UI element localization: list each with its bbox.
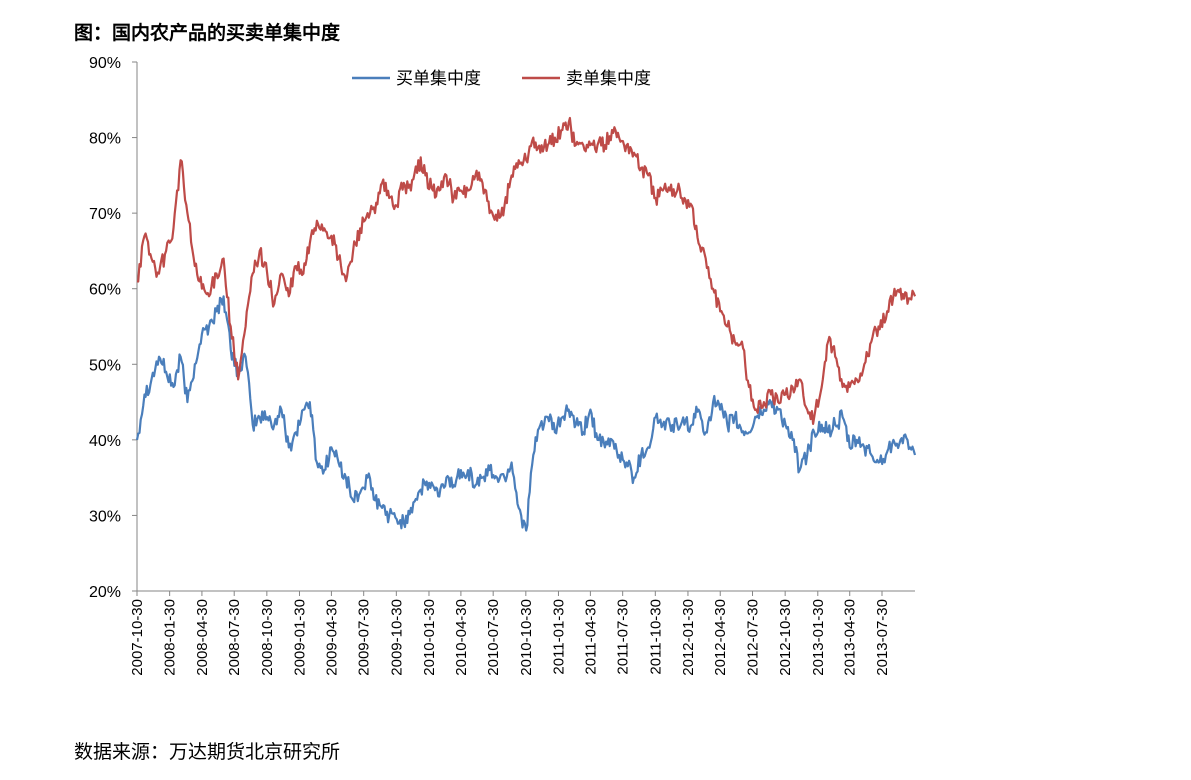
x-tick-label: 2011-07-30: [615, 599, 632, 675]
x-tick-label: 2009-01-30: [291, 599, 308, 676]
axis-layer: [136, 62, 915, 592]
x-tick-label: 2008-04-30: [194, 599, 211, 676]
x-tick-label: 2009-10-30: [388, 599, 405, 676]
x-tick-label: 2013-01-30: [810, 599, 827, 676]
legend-label-2: 卖单集中度: [566, 69, 651, 89]
x-tick-label: 2012-10-30: [777, 599, 794, 676]
legend: 买单集中度 卖单集中度: [352, 69, 651, 89]
x-tick-label: 2009-07-30: [356, 599, 373, 676]
y-tick-label: 80%: [89, 131, 121, 148]
x-tick-label: 2012-04-30: [712, 599, 729, 676]
x-tick-label: 2012-01-30: [680, 599, 697, 676]
x-tick-label: 2012-07-30: [745, 599, 762, 676]
figure-title: 图：国内农产品的买卖单集中度: [74, 22, 341, 44]
y-tick-label: 90%: [89, 55, 121, 72]
x-tick-label: 2008-07-30: [226, 599, 243, 676]
y-tick-label: 40%: [89, 433, 121, 450]
x-tick-label: 2010-07-30: [485, 599, 502, 676]
x-tick-label: 2008-10-30: [259, 599, 276, 676]
x-tick-label: 2011-04-30: [582, 599, 599, 675]
x-tick-label: 2010-10-30: [518, 599, 535, 676]
y-tick-label: 60%: [89, 282, 121, 299]
x-tick-label: 2013-07-30: [874, 599, 891, 676]
x-tick-label: 2013-04-30: [842, 599, 859, 676]
series-layer: [135, 116, 917, 532]
y-axis-ticks: 20% 30% 40% 50% 60% 70% 80% 90%: [89, 55, 137, 601]
series-line-2: [136, 116, 917, 425]
legend-label-1: 买单集中度: [396, 69, 481, 89]
y-tick-label: 50%: [89, 357, 121, 374]
x-axis-ticks: 2007-10-30 2008-01-30 2008-04-30 2008-07-30…: [129, 591, 891, 676]
series-line-1: [135, 295, 917, 532]
y-tick-label: 30%: [89, 508, 121, 525]
x-tick-label: 2011-01-30: [550, 599, 567, 675]
x-tick-label: 2011-10-30: [647, 599, 664, 675]
y-tick-label: 70%: [89, 206, 121, 223]
x-tick-label: 2007-10-30: [129, 599, 146, 676]
figure-source: 数据来源：万达期货北京研究所: [74, 741, 341, 763]
x-tick-label: 2008-01-30: [162, 599, 179, 676]
y-tick-label: 20%: [89, 584, 121, 601]
x-tick-label: 2010-01-30: [421, 599, 438, 676]
x-tick-label: 2009-04-30: [323, 599, 340, 676]
x-tick-label: 2010-04-30: [453, 599, 470, 676]
